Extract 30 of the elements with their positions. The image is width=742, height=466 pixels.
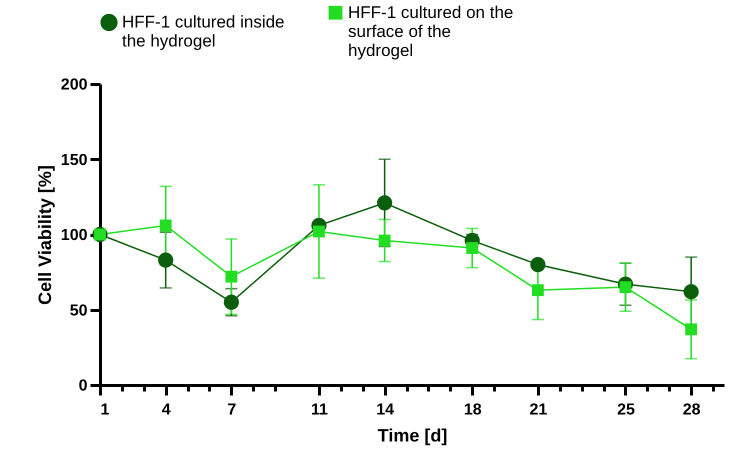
y-tick-label: 200 [60, 76, 88, 94]
y-tick-label: 50 [70, 302, 88, 320]
point [378, 234, 391, 246]
point [685, 323, 698, 336]
point [158, 252, 174, 268]
point [160, 220, 172, 232]
y-axis-title: Cell Viability [%] [34, 165, 55, 305]
x-axis-title: Time [d] [378, 426, 448, 446]
x-tick-label: 18 [464, 402, 482, 418]
y-tick-label: 150 [60, 152, 88, 169]
legend-label: HFF-1 cultured inside the hydrogel [122, 12, 285, 50]
point [466, 242, 478, 254]
x-tick-label: 21 [529, 402, 548, 418]
x-tick-label: 14 [376, 402, 394, 418]
point [530, 257, 546, 272]
point [224, 294, 239, 310]
point [313, 226, 325, 238]
point [532, 284, 544, 296]
point [225, 270, 238, 283]
legend-label: HFF-1 cultured on the surface of the hydrogel [348, 2, 514, 60]
point [684, 284, 699, 300]
x-tick-label: 1 [100, 402, 110, 418]
x-tick-label: 7 [227, 402, 236, 418]
point [377, 195, 392, 210]
x-tick-label: 25 [617, 402, 635, 418]
y-tick-label: 0 [78, 378, 88, 394]
y-tick-label: 100 [60, 227, 88, 244]
x-tick-label: 4 [162, 402, 171, 418]
x-tick-label: 11 [310, 402, 328, 418]
x-tick-label: 28 [682, 402, 701, 418]
